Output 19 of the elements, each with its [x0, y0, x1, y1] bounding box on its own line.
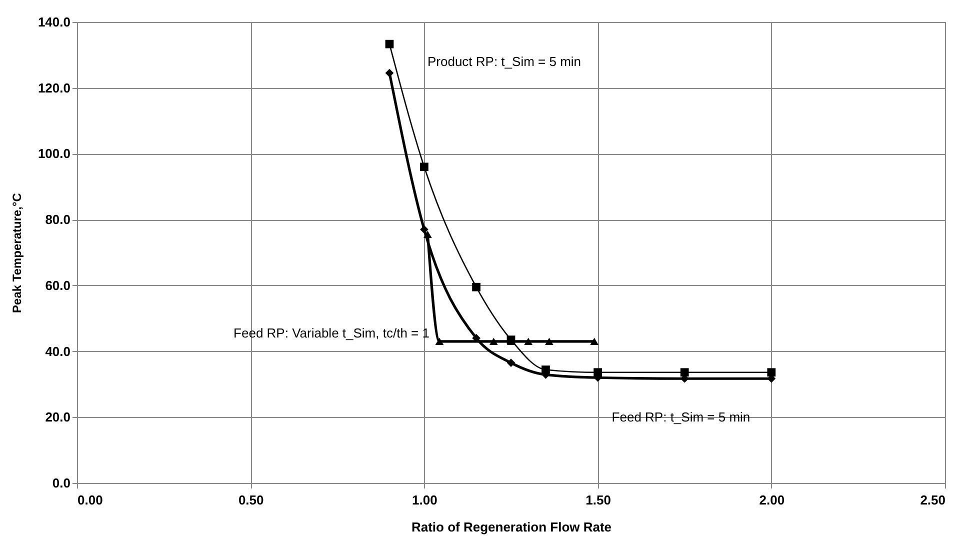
- x-tick-label: 1.00: [412, 492, 438, 508]
- y-axis-title: Peak Temperature,°C: [10, 192, 24, 313]
- x-tick-label: 0.50: [238, 492, 264, 508]
- text: Product RP: t_Sim = 5 min: [427, 54, 582, 70]
- y-tick-label: 120.0: [38, 80, 70, 96]
- y-tick-label: 100.0: [38, 146, 70, 162]
- series-label: Feed RP: Variable t_Sim, tc/th = 1: [234, 325, 430, 340]
- x-tick-label: 0.00: [78, 492, 103, 508]
- y-tick-label: 0.0: [52, 476, 70, 490]
- text: Feed RP: t_Sim = 5 min: [612, 410, 750, 425]
- y-tick-label: 80.0: [45, 212, 70, 228]
- y-tick-label: 40.0: [45, 344, 70, 359]
- x-tick-label: 2.50: [920, 492, 946, 508]
- x-tick-label: 2.00: [759, 492, 785, 508]
- x-axis-title: Ratio of Regeneration Flow Rate: [411, 520, 612, 534]
- y-tick-label: 140.0: [38, 14, 70, 30]
- y-tick-label: 60.0: [45, 278, 70, 293]
- x-tick-label: 1.50: [586, 492, 611, 508]
- y-tick-label: 20.0: [45, 410, 70, 425]
